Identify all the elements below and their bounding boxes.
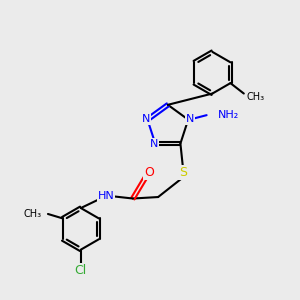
Text: Cl: Cl — [75, 264, 87, 277]
Text: CH₃: CH₃ — [246, 92, 264, 101]
Text: N: N — [142, 114, 150, 124]
Text: HN: HN — [98, 191, 115, 201]
Text: NH₂: NH₂ — [218, 110, 239, 120]
Text: S: S — [179, 166, 188, 179]
Text: N: N — [150, 139, 158, 149]
Text: O: O — [144, 166, 154, 179]
Text: N: N — [185, 114, 194, 124]
Text: CH₃: CH₃ — [23, 209, 41, 219]
